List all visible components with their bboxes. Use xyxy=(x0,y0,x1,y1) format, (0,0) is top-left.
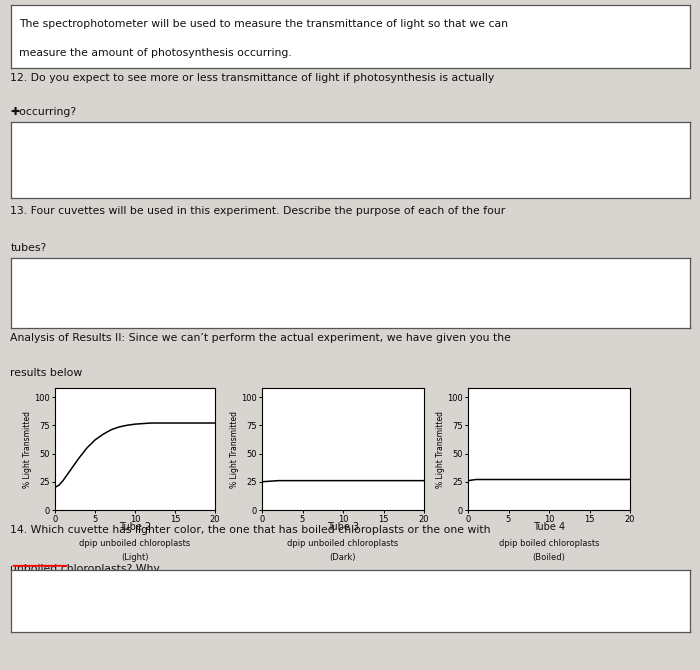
Y-axis label: % Light Transmitted: % Light Transmitted xyxy=(22,411,32,488)
Text: Tube 2: Tube 2 xyxy=(119,522,151,532)
Text: Tube 3: Tube 3 xyxy=(327,522,359,532)
Text: (Boiled): (Boiled) xyxy=(533,553,566,562)
Text: Analysis of Results II: Since we can’t perform the actual experiment, we have gi: Analysis of Results II: Since we can’t p… xyxy=(10,332,512,342)
Text: dpip boiled chloroplasts: dpip boiled chloroplasts xyxy=(498,539,599,548)
Y-axis label: % Light Transmitted: % Light Transmitted xyxy=(230,411,239,488)
Text: results below: results below xyxy=(10,368,83,378)
Text: Tube 4: Tube 4 xyxy=(533,522,565,532)
Text: unboiled chloroplasts? Why.: unboiled chloroplasts? Why. xyxy=(10,563,162,574)
Text: (Light): (Light) xyxy=(121,553,148,562)
Text: 14. Which cuvette has lighter color, the one that has boiled chloroplasts or the: 14. Which cuvette has lighter color, the… xyxy=(10,525,491,535)
Text: tubes?: tubes? xyxy=(10,243,47,253)
Text: (Dark): (Dark) xyxy=(330,553,356,562)
Y-axis label: % Light Transmitted: % Light Transmitted xyxy=(435,411,444,488)
Text: The spectrophotometer will be used to measure the transmittance of light so that: The spectrophotometer will be used to me… xyxy=(19,19,507,29)
Text: ✚occurring?: ✚occurring? xyxy=(10,107,76,117)
Text: 13. Four cuvettes will be used in this experiment. Describe the purpose of each : 13. Four cuvettes will be used in this e… xyxy=(10,206,505,216)
Text: 12. Do you expect to see more or less transmittance of light if photosynthesis i: 12. Do you expect to see more or less tr… xyxy=(10,73,495,83)
Text: dpip unboiled chloroplasts: dpip unboiled chloroplasts xyxy=(288,539,398,548)
Text: dpip unboiled chloroplasts: dpip unboiled chloroplasts xyxy=(79,539,190,548)
Text: measure the amount of photosynthesis occurring.: measure the amount of photosynthesis occ… xyxy=(19,48,291,58)
